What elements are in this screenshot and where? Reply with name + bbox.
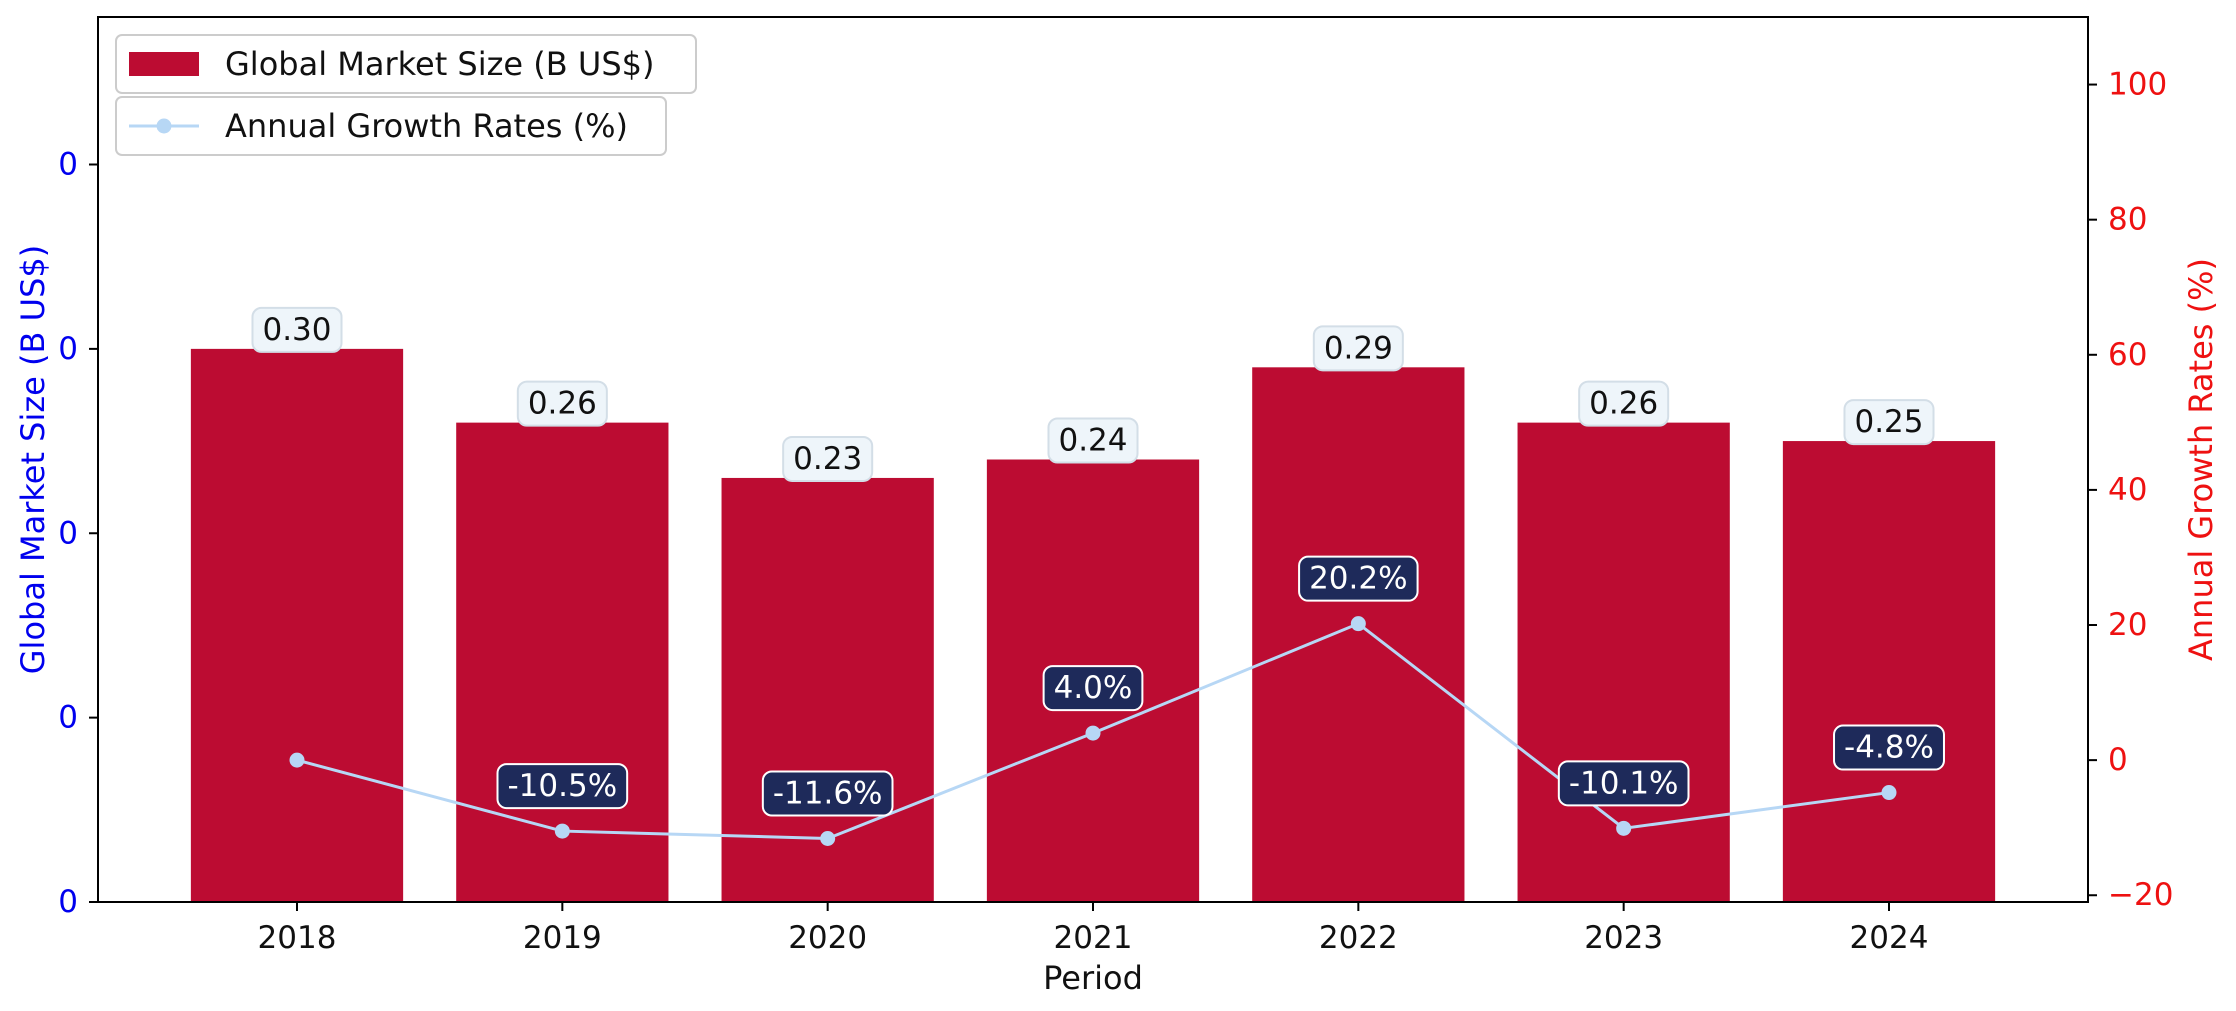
- left-axis-title: Global Market Size (B US$): [14, 245, 52, 674]
- right-axis-title: Annual Growth Rates (%): [2182, 258, 2220, 661]
- left-tick-label-0: 0: [58, 884, 78, 920]
- bar-value-label-2018-box: [251, 306, 343, 353]
- bar-value-label-2021-box: [1047, 417, 1139, 464]
- right-tick-label-0: −20: [2108, 877, 2173, 913]
- growth-point-2019: [554, 823, 570, 839]
- left-tick-label-3: 0: [58, 331, 78, 367]
- bar-2019: [456, 422, 669, 902]
- right-tick-label-1: 0: [2108, 742, 2128, 778]
- data-labels-layer: 0.30 0.26 0.23 0.24 0.29 0.26 0.25 -10.5% -11.6%…: [251, 306, 1945, 817]
- bar-value-label-2024-box: [1843, 399, 1935, 446]
- x-tick-label-2020: 2020: [788, 920, 867, 956]
- legend-label-market-size: Global Market Size (B US$): [225, 45, 654, 83]
- bar-value-label-2023-box: [1578, 380, 1670, 427]
- legend-box-growth-rates: [115, 96, 667, 156]
- axes-layer: 2018 2019 2020 2021 2022 2023 2024Period00000G…: [14, 67, 2220, 997]
- growth-point-2020: [820, 830, 836, 846]
- x-tick-label-2021: 2021: [1054, 920, 1133, 956]
- growth-value-label-2021-group: 4.0%: [1042, 665, 1144, 712]
- growth-value-label-2024-box: [1833, 724, 1945, 771]
- x-tick-label-2018: 2018: [258, 920, 337, 956]
- legend-swatch-growth-marker: [156, 118, 172, 134]
- left-tick-label-1: 0: [58, 700, 78, 736]
- growth-value-label-2020-group: -11.6%: [761, 770, 894, 817]
- bar-value-label-2020: 0.23: [793, 441, 862, 477]
- right-tick-label-4: 60: [2108, 337, 2147, 373]
- legend-swatch-market-size: [129, 52, 199, 76]
- growth-point-2018: [289, 752, 305, 768]
- left-tick-label-4: 0: [58, 147, 78, 183]
- growth-value-label-2023: -10.1%: [1569, 765, 1679, 801]
- bar-value-label-2023: 0.26: [1589, 386, 1658, 422]
- growth-point-2021: [1085, 725, 1101, 741]
- growth-value-label-2021-box: [1042, 665, 1144, 712]
- right-tick-label-2: 20: [2108, 607, 2147, 643]
- bar-2022: [1252, 367, 1465, 902]
- x-axis-title: Period: [1043, 959, 1143, 997]
- right-tick-label-5: 80: [2108, 202, 2147, 238]
- bar-value-label-2018-group: 0.30: [251, 306, 343, 353]
- growth-value-label-2022-group: 20.2%: [1298, 555, 1419, 602]
- bar-value-label-2024: 0.25: [1854, 404, 1923, 440]
- growth-value-label-2023-group: -10.1%: [1557, 760, 1690, 807]
- growth-value-label-2019-box: [496, 763, 629, 810]
- bar-value-label-2021: 0.24: [1058, 423, 1127, 459]
- bar-value-label-2019-box: [516, 380, 608, 427]
- growth-value-label-2020-box: [761, 770, 894, 817]
- growth-value-label-2023-box: [1557, 760, 1690, 807]
- growth-point-2022: [1350, 616, 1366, 632]
- growth-value-label-2024-group: -4.8%: [1833, 724, 1945, 771]
- legend: Global Market Size (B US$) Annual Growth …: [115, 34, 697, 156]
- left-tick-label-2: 0: [58, 515, 78, 551]
- x-tick-label-2023: 2023: [1584, 920, 1663, 956]
- bar-value-label-2024-group: 0.25: [1843, 399, 1935, 446]
- growth-line-layer: [289, 616, 1897, 846]
- growth-value-label-2020: -11.6%: [773, 775, 883, 811]
- bar-value-label-2022-box: [1312, 325, 1404, 372]
- growth-point-2024: [1881, 785, 1897, 801]
- legend-box-market-size: [115, 34, 697, 94]
- bar-value-label-2022: 0.29: [1324, 330, 1393, 366]
- x-tick-label-2022: 2022: [1319, 920, 1398, 956]
- growth-value-label-2019-group: -10.5%: [496, 763, 629, 810]
- bar-value-label-2020-group: 0.23: [782, 435, 874, 482]
- bar-value-label-2018: 0.30: [262, 312, 331, 348]
- bar-value-label-2020-box: [782, 435, 874, 482]
- growth-value-label-2019: -10.5%: [507, 768, 617, 804]
- right-tick-label-3: 40: [2108, 472, 2147, 508]
- growth-value-label-2024: -4.8%: [1844, 730, 1934, 766]
- growth-value-label-2021: 4.0%: [1054, 670, 1133, 706]
- growth-value-label-2022: 20.2%: [1309, 561, 1407, 597]
- legend-label-growth-rates: Annual Growth Rates (%): [225, 107, 628, 145]
- growth-point-2023: [1616, 820, 1632, 836]
- growth-value-label-2022-box: [1298, 555, 1419, 602]
- x-tick-label-2024: 2024: [1850, 920, 1929, 956]
- x-tick-label-2019: 2019: [523, 920, 602, 956]
- bar-value-label-2022-group: 0.29: [1312, 325, 1404, 372]
- bar-value-label-2019-group: 0.26: [516, 380, 608, 427]
- bar-value-label-2023-group: 0.26: [1578, 380, 1670, 427]
- bar-value-label-2021-group: 0.24: [1047, 417, 1139, 464]
- bar-2024: [1782, 441, 1996, 902]
- right-tick-label-6: 100: [2108, 67, 2167, 103]
- bar-value-label-2019: 0.26: [528, 386, 597, 422]
- bar-2018: [190, 348, 404, 902]
